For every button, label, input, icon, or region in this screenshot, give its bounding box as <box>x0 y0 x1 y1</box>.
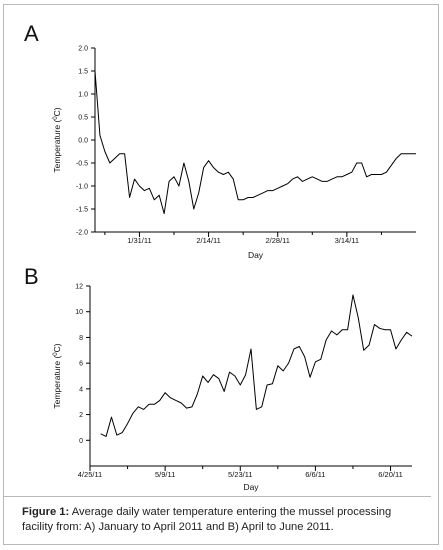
panel-letter-a: A <box>24 21 39 46</box>
y-axis-label: Temperature (0C) <box>52 107 62 172</box>
chart-b: 12 10 8 6 4 2 0 4/25/11 5/9/11 5/23/11 6/6/11 6/20/… <box>52 284 413 492</box>
caption-label: Figure 1: <box>22 506 70 518</box>
x-tick-label: 6/6/11 <box>305 470 325 479</box>
y-tick-label: 2 <box>79 412 83 419</box>
x-tick-label: 5/23/11 <box>228 470 252 479</box>
y-axis-label: Temperature (0C) <box>52 343 62 408</box>
x-tick-label: 4/25/11 <box>78 470 102 479</box>
y-tick-label: 10 <box>75 309 83 316</box>
x-tick-label: 1/31/11 <box>127 236 151 245</box>
y-tick-label: 0.5 <box>78 115 88 122</box>
figure-caption: Figure 1: Average daily water temperatur… <box>22 505 422 535</box>
y-tick-label: 6 <box>79 361 83 368</box>
y-tick-label: -2.0 <box>76 230 88 237</box>
y-tick-label: 0 <box>79 438 83 445</box>
x-tick-label: 2/28/11 <box>265 236 289 245</box>
y-tick-label: 1.0 <box>78 92 88 99</box>
y-tick-label: 0.0 <box>78 138 88 145</box>
y-tick-label: -1.0 <box>76 184 88 191</box>
series-line <box>94 70 416 215</box>
y-tick-label: 8 <box>79 335 83 342</box>
x-axis-label: Day <box>243 482 259 492</box>
chart-a: 2.0 1.5 1.0 0.5 0.0 -0.5 -1.0 -1.5 -2.0 1/31/11 2/… <box>52 46 416 260</box>
y-tick-label: -1.5 <box>76 207 88 214</box>
caption-separator <box>4 496 431 497</box>
series-line <box>100 294 413 437</box>
x-tick-label: 2/14/11 <box>196 236 220 245</box>
y-tick-label: 4 <box>79 386 83 393</box>
y-tick-label: -0.5 <box>76 161 88 168</box>
y-tick-label: 1.5 <box>78 69 88 76</box>
figure-frame <box>3 4 439 545</box>
panel-letter-b: B <box>24 264 39 289</box>
x-tick-label: 5/9/11 <box>155 470 175 479</box>
x-tick-label: 6/20/11 <box>378 470 402 479</box>
x-tick-label: 3/14/11 <box>335 236 359 245</box>
y-tick-label: 2.0 <box>78 46 88 53</box>
y-tick-label: 12 <box>75 284 83 291</box>
caption-text: Average daily water temperature entering… <box>22 506 392 533</box>
x-axis-label: Day <box>248 250 264 260</box>
